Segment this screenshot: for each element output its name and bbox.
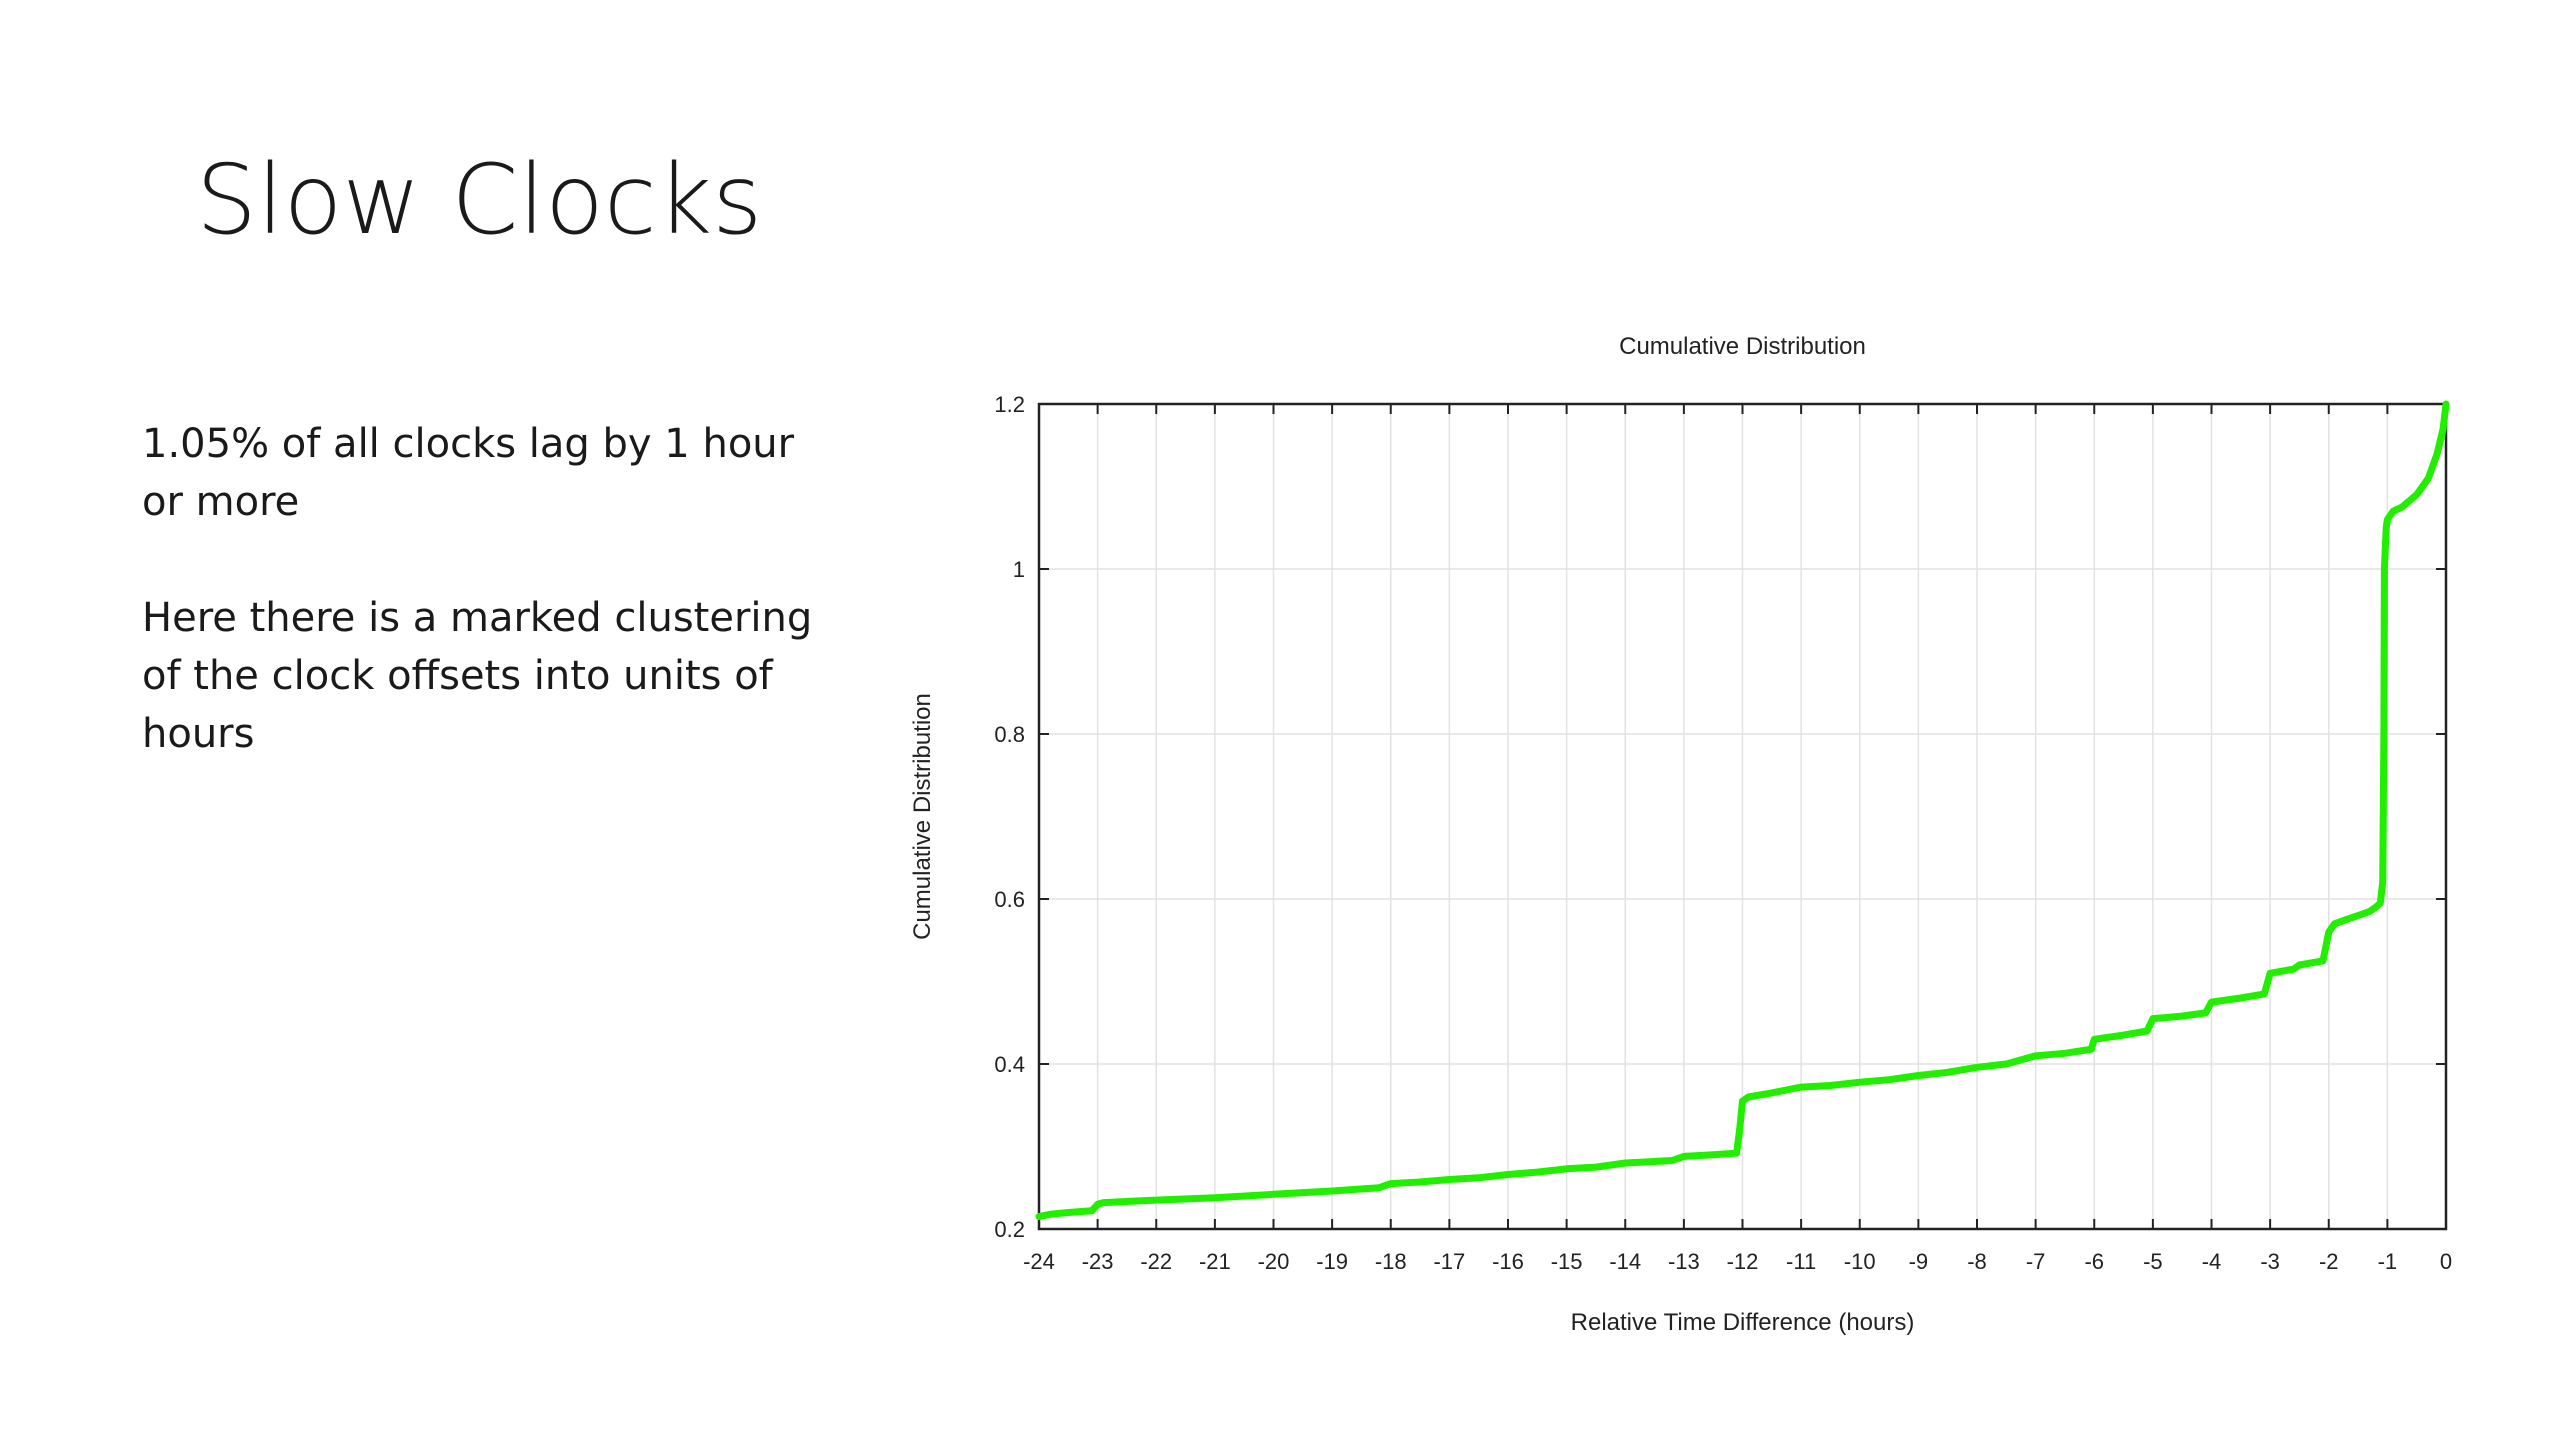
x-tick-label: -19 — [1316, 1249, 1348, 1274]
x-tick-label: -4 — [2202, 1249, 2222, 1274]
x-axis-label: Relative Time Difference (hours) — [1571, 1309, 1915, 1336]
chart-title: Cumulative Distribution — [1619, 333, 1866, 360]
x-tick-label: -11 — [1786, 1249, 1816, 1274]
y-axis-label: Cumulative Distribution — [909, 693, 936, 940]
x-tick-label: -17 — [1433, 1249, 1465, 1274]
y-tick-label: 1 — [1013, 557, 1025, 582]
x-tick-label: -9 — [1909, 1249, 1929, 1274]
tick-labels: -24 -23 -22 -21 -20 -19 -18 -17 -16 -15 -14 -13 -12-… — [994, 392, 2452, 1274]
y-tick-label: 0.2 — [994, 1217, 1025, 1242]
grid — [1038, 403, 2447, 1230]
x-tick-label: 0 — [2440, 1249, 2452, 1274]
x-tick-label: -14 — [1609, 1249, 1641, 1274]
axis-ticks — [1038, 403, 2447, 1230]
y-tick-label: 1.2 — [994, 392, 1025, 417]
y-tick-label: 0.8 — [994, 722, 1025, 747]
x-tick-label: -13 — [1668, 1249, 1700, 1274]
x-tick-label: -18 — [1375, 1249, 1407, 1274]
x-tick-label: -2 — [2319, 1249, 2339, 1274]
x-tick-label: -21 — [1199, 1249, 1231, 1274]
x-tick-label: -15 — [1551, 1249, 1583, 1274]
x-tick-label: -5 — [2143, 1249, 2163, 1274]
series-layer — [1035, 400, 2450, 1221]
x-tick-label: -22 — [1140, 1249, 1172, 1274]
x-tick-label: -3 — [2260, 1249, 2280, 1274]
x-tick-label: -8 — [1967, 1249, 1987, 1274]
y-tick-label: 0.6 — [994, 887, 1025, 912]
x-tick-label: -23 — [1082, 1249, 1114, 1274]
cdf-series-line — [1035, 400, 2450, 1221]
x-tick-label: -20 — [1258, 1249, 1290, 1274]
x-tick-label: -10 — [1844, 1249, 1876, 1274]
x-tick-label: -1 — [2378, 1249, 2398, 1274]
y-tick-label: 0.4 — [994, 1052, 1025, 1077]
slide-title: Slow Clocks — [196, 144, 763, 256]
x-tick-label: -6 — [2084, 1249, 2104, 1274]
x-tick-label: -12 — [1727, 1249, 1759, 1274]
body-paragraph: Here there is a marked clustering of the… — [142, 595, 813, 757]
x-tick-label: -16 — [1492, 1249, 1524, 1274]
slide-body: 1.05% of all clocks lag by 1 hour or mor… — [142, 415, 842, 821]
x-tick-label: -24 — [1023, 1249, 1055, 1274]
body-paragraph: 1.05% of all clocks lag by 1 hour or mor… — [142, 421, 795, 525]
x-tick-label: -7 — [2026, 1249, 2046, 1274]
